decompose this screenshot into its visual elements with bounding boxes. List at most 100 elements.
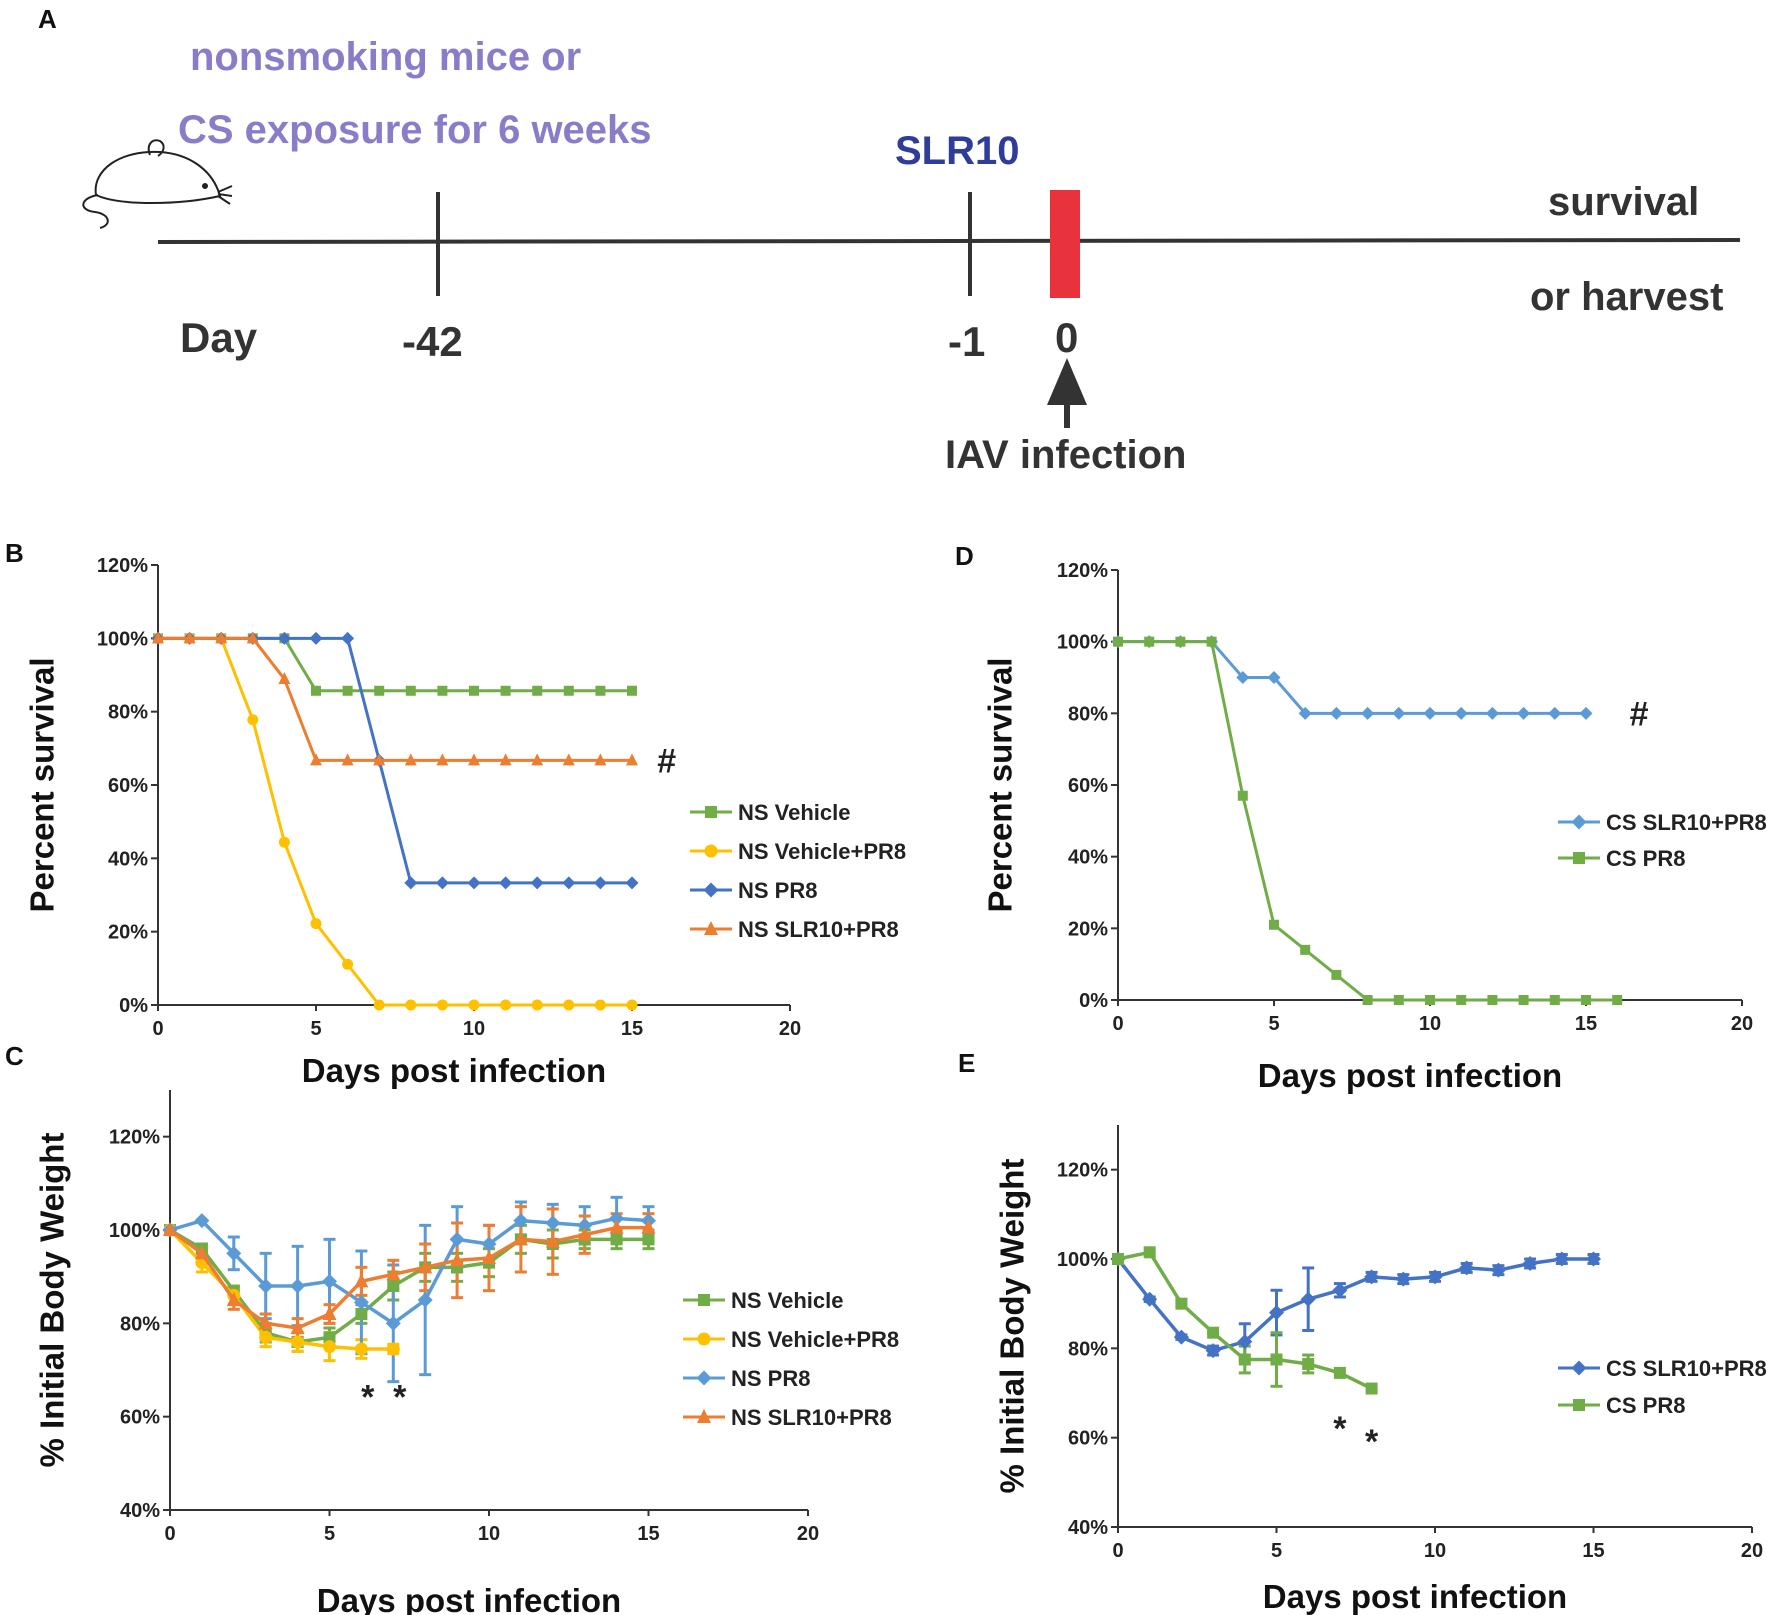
- data-point: [577, 1217, 593, 1233]
- data-point: [1238, 1353, 1251, 1366]
- data-point: [353, 1294, 369, 1310]
- data-point: [1393, 995, 1404, 1005]
- data-point: [468, 753, 480, 766]
- data-point: [609, 1210, 625, 1226]
- data-point: [642, 1233, 655, 1246]
- x-tick-label: 10: [1424, 1540, 1446, 1562]
- x-tick-label: 5: [1268, 1013, 1279, 1035]
- y-tick-label: 20%: [1068, 918, 1108, 940]
- data-point: [309, 631, 323, 645]
- data-point: [562, 753, 575, 766]
- data-point: [374, 685, 385, 696]
- data-point: [500, 685, 511, 696]
- data-point: [373, 753, 386, 766]
- data-point: [194, 1213, 210, 1229]
- data-point: [258, 1315, 273, 1330]
- data-point: [545, 1215, 561, 1231]
- legend-entry: NS Vehicle: [683, 1288, 844, 1313]
- y-tick-label: 100%: [1057, 632, 1108, 654]
- data-point: [354, 1273, 369, 1288]
- data-point: [531, 753, 544, 766]
- legend-entry: NS SLR10+PR8: [683, 1405, 892, 1430]
- data-point: [323, 1331, 336, 1344]
- legend-swatch-marker: [703, 882, 719, 898]
- data-point: [610, 1233, 623, 1246]
- data-point: [1300, 1291, 1316, 1307]
- timeline-line2: CS exposure for 6 weeks: [178, 108, 652, 152]
- data-point: [562, 876, 576, 890]
- data-point: [1236, 671, 1250, 684]
- y-tick-label: 40%: [1068, 847, 1108, 869]
- series-line-cs-slr10-pr8: [1116, 1257, 1594, 1353]
- y-tick-label: 60%: [120, 1407, 160, 1429]
- legend-swatch-marker: [1573, 852, 1585, 864]
- data-point: [341, 753, 354, 766]
- x-tick-label: 15: [637, 1523, 659, 1545]
- data-point: [1113, 636, 1123, 647]
- y-tick-label: 80%: [1068, 1338, 1108, 1360]
- data-point: [1549, 995, 1560, 1005]
- x-tick-label: 0: [1112, 1540, 1123, 1562]
- data-point: [1267, 671, 1281, 684]
- data-point: [563, 999, 575, 1011]
- data-point: [1485, 706, 1499, 720]
- significance-hash: #: [1630, 695, 1649, 733]
- y-tick-label: 20%: [108, 922, 148, 944]
- series-line-ns-slr10-pr8: [158, 636, 632, 762]
- data-point: [404, 876, 418, 890]
- x-tick-label: 15: [1575, 1013, 1597, 1035]
- data-point: [259, 1330, 273, 1344]
- data-point: [1586, 1251, 1601, 1267]
- data-point: [1173, 1329, 1189, 1345]
- day-m42: -42: [402, 318, 463, 365]
- data-point: [323, 1340, 336, 1354]
- chart-panel-e: E 40% 60% 80% 100% 120% 0 5 10 15 20 % Initial Body…: [958, 1048, 1767, 1615]
- data-point: [499, 876, 513, 890]
- infection-marker: [1050, 190, 1080, 298]
- data-point: [215, 631, 228, 644]
- data-point: [1302, 1357, 1315, 1370]
- data-point: [386, 1342, 400, 1356]
- legend-label: NS PR8: [731, 1366, 810, 1391]
- y-tick-label: 120%: [1057, 560, 1108, 582]
- x-tick-label: 20: [1731, 1013, 1753, 1035]
- x-axis-title: Days post infection: [1258, 1057, 1562, 1094]
- data-point: [278, 836, 290, 848]
- data-point: [593, 876, 607, 890]
- x-axis-title: Days post infection: [1263, 1578, 1567, 1615]
- y-tick-label: 100%: [97, 628, 148, 650]
- data-point: [1205, 1343, 1221, 1359]
- data-point: [310, 918, 322, 930]
- data-point: [417, 1292, 433, 1308]
- legend-label: CS SLR10+PR8: [1606, 810, 1767, 835]
- data-point: [405, 685, 416, 696]
- data-point: [513, 1213, 529, 1229]
- legend-swatch-marker: [704, 844, 718, 858]
- data-point: [500, 999, 512, 1011]
- data-point: [152, 631, 164, 644]
- data-point: [449, 1231, 465, 1247]
- data-point: [1456, 995, 1467, 1005]
- legend-swatch-marker: [697, 1409, 711, 1423]
- panel-label-e: E: [958, 1048, 975, 1078]
- infection-label: IAV infection: [945, 433, 1186, 477]
- x-tick-label: 5: [324, 1523, 335, 1545]
- day-label: Day: [180, 314, 258, 361]
- y-tick-label: 0%: [119, 995, 148, 1017]
- data-point: [1329, 706, 1343, 720]
- data-point: [436, 753, 449, 766]
- y-axis-title: Percent survival: [982, 658, 1019, 913]
- data-point: [387, 1280, 400, 1292]
- data-point: [1423, 706, 1437, 720]
- data-point: [1487, 995, 1498, 1005]
- data-point: [1365, 1382, 1378, 1395]
- data-point: [563, 685, 574, 696]
- legend-entry: CS SLR10+PR8: [1558, 810, 1767, 835]
- data-point: [342, 685, 353, 696]
- data-point: [595, 685, 606, 696]
- chart-panel-d: D 0% 20% 40% 60% 80% 100% 120% 0 5 10 15 20 Percent s…: [955, 541, 1767, 1094]
- panel-label-d: D: [955, 541, 974, 571]
- day-0: 0: [1055, 314, 1078, 361]
- data-point: [1362, 995, 1373, 1005]
